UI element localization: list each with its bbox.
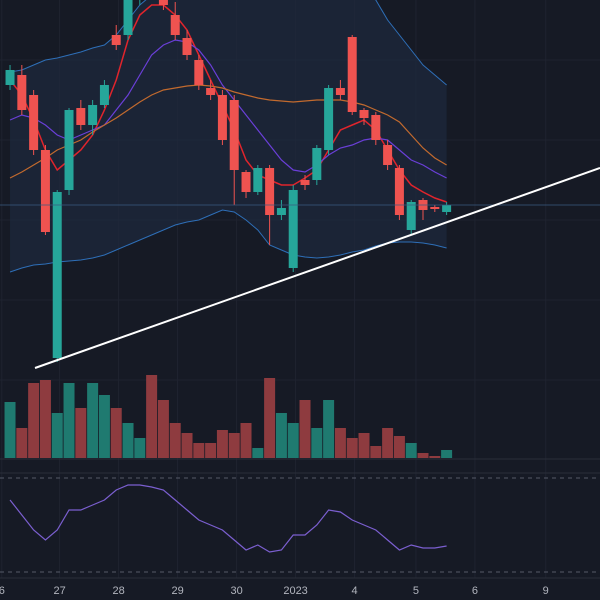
volume-bar <box>287 423 299 458</box>
x-tick-label: 2023 <box>283 585 307 597</box>
volume-bar <box>63 383 75 458</box>
x-tick-label: 5 <box>413 585 419 597</box>
candle-body <box>347 37 357 112</box>
volume-bar <box>346 438 358 458</box>
candle-body <box>194 60 204 85</box>
volume-bar <box>134 438 146 458</box>
volume-bar <box>252 448 264 458</box>
volume-bar <box>264 378 276 458</box>
candle-body <box>64 110 74 190</box>
volume-bar <box>98 395 110 458</box>
volume-bar <box>110 408 122 458</box>
candle-body <box>17 75 27 110</box>
x-tick-label: 30 <box>230 585 242 597</box>
volume-bar <box>228 433 240 458</box>
candle-body <box>394 168 404 215</box>
candle-body <box>52 192 62 358</box>
trendline <box>34 167 600 369</box>
volume-bar <box>181 433 193 458</box>
volume-bar <box>334 428 346 458</box>
volume-bar <box>216 430 228 458</box>
moving-average <box>9 84 447 179</box>
volume-bar <box>193 443 205 458</box>
candle-body <box>276 208 286 215</box>
x-tick-label: 4 <box>352 585 358 597</box>
volume-bar <box>370 446 382 458</box>
candle-body <box>40 150 50 232</box>
volume-bar <box>39 380 51 458</box>
volume-bar <box>441 450 453 458</box>
candle-body <box>206 88 216 95</box>
candle-body <box>158 0 168 5</box>
candle-body <box>99 85 109 105</box>
candle-body <box>241 172 251 192</box>
volume-bar <box>311 428 323 458</box>
x-tick-label: 29 <box>171 585 183 597</box>
candle-body <box>359 110 369 118</box>
volume-bar <box>28 383 40 458</box>
candle-body <box>29 95 39 150</box>
volume-bar <box>146 375 158 458</box>
candle-body <box>442 205 452 212</box>
candle-body <box>182 38 192 55</box>
candle-body <box>229 100 239 170</box>
volume-bar <box>240 423 252 458</box>
candle-body <box>312 148 322 180</box>
candle-body <box>88 105 98 125</box>
candle-body <box>406 202 416 230</box>
volume-bar <box>358 433 370 458</box>
volume-bar <box>405 443 417 458</box>
volume-bar <box>87 383 99 458</box>
volume-bar <box>275 413 287 458</box>
x-tick-label: 27 <box>53 585 65 597</box>
volume-bar <box>323 400 335 458</box>
band-lower <box>9 209 447 273</box>
candle-body <box>335 88 345 95</box>
x-tick-label: 9 <box>543 585 549 597</box>
candle-body <box>217 95 227 140</box>
volume-bar <box>51 413 63 458</box>
volume-bar <box>4 402 16 458</box>
volume-bar <box>417 453 429 458</box>
x-tick-label: 6 <box>472 585 478 597</box>
volume-bar <box>299 400 311 458</box>
candle-body <box>253 168 263 192</box>
candle-body <box>76 108 86 125</box>
candle-body <box>300 180 310 185</box>
candle-body <box>111 35 121 45</box>
candle-body <box>288 190 298 268</box>
candle-body <box>324 88 334 150</box>
volume-bar <box>393 436 405 458</box>
price-pane <box>4 0 453 458</box>
oscillator-line <box>9 484 447 553</box>
volume-bar <box>16 428 28 458</box>
candle-body <box>5 70 15 85</box>
volume-bar <box>382 428 394 458</box>
volume-bar <box>429 456 441 458</box>
x-tick-label: 6 <box>0 585 5 597</box>
candle-body <box>430 207 440 209</box>
candle-body <box>170 15 180 35</box>
volume-bar <box>122 423 134 458</box>
band-upper <box>9 0 447 86</box>
candle-body <box>371 115 381 140</box>
candle-body <box>123 0 133 35</box>
volume-bar <box>205 443 217 458</box>
candle-body <box>383 145 393 165</box>
volume-bar <box>157 400 169 458</box>
volume-bar <box>75 408 87 458</box>
candle-body <box>265 168 275 215</box>
volume-bar <box>169 423 181 458</box>
x-tick-label: 28 <box>112 585 124 597</box>
